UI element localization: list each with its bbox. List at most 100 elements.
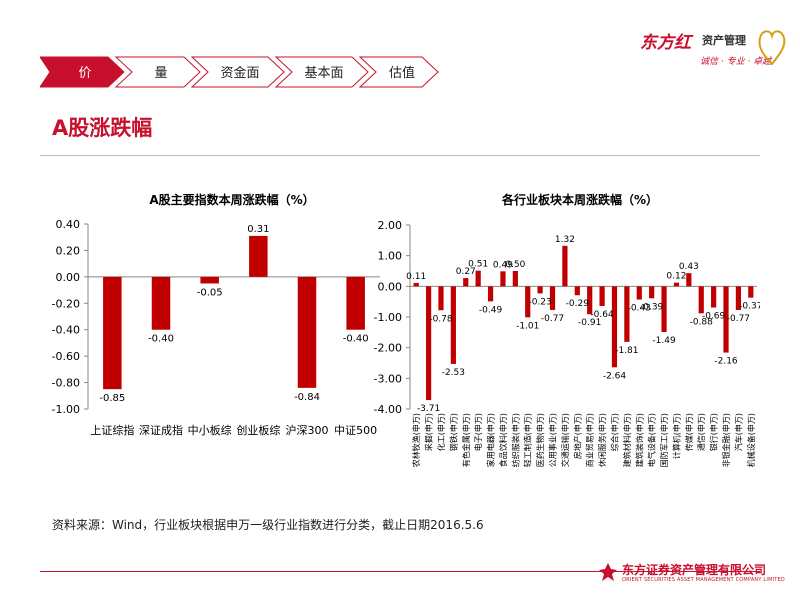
- bar: [574, 286, 580, 296]
- tab-fundamentals[interactable]: 基本面: [274, 56, 369, 88]
- category-label: 国防军工(申万): [659, 413, 669, 467]
- industry-return-chart: 各行业板块本周涨跌幅（%） 2.00 1.00 0.00 -1.00 -2.00 -3.0…: [374, 192, 760, 467]
- bar: [748, 286, 754, 298]
- category-label: 建筑材料(申万): [622, 413, 632, 467]
- data-label: -1.49: [652, 336, 676, 346]
- data-label: 0.50: [505, 260, 525, 270]
- tab-price[interactable]: 价: [40, 56, 125, 88]
- category-label: 休闲服务(申万): [597, 413, 607, 467]
- bar: [661, 286, 667, 333]
- bar: [297, 276, 317, 388]
- data-label: -0.40: [148, 334, 174, 345]
- data-label: -0.37: [739, 302, 760, 312]
- data-label: 0.51: [468, 260, 488, 270]
- bar: [425, 286, 432, 401]
- data-label: 0.12: [666, 272, 686, 282]
- y-tick-label: 0.20: [56, 244, 81, 257]
- tab-capital[interactable]: 资金面: [190, 56, 285, 88]
- category-label: 交通运输(申万): [560, 413, 570, 467]
- y-tick-label: -2.00: [374, 342, 402, 355]
- data-label: 1.32: [555, 235, 575, 245]
- y-tick-label: 0.00: [56, 271, 81, 284]
- tab-capital-label: 资金面: [220, 65, 259, 81]
- y-tick-label: 0.00: [378, 280, 403, 293]
- nav-tabs: 价 量 资金面 基本面 估值: [40, 56, 439, 88]
- bar: [200, 276, 219, 284]
- category-label: 电气设备(申万): [647, 413, 657, 467]
- bar: [475, 270, 481, 287]
- bar: [249, 235, 268, 277]
- data-label: -0.78: [429, 314, 453, 324]
- data-label: -0.43: [628, 304, 651, 314]
- tab-volume-label: 量: [154, 66, 167, 81]
- bar: [599, 286, 605, 306]
- bar: [723, 286, 729, 353]
- data-label: -1.01: [516, 321, 539, 331]
- data-label: -2.64: [603, 371, 627, 381]
- y-tick-label: -3.00: [374, 372, 402, 385]
- data-label: -0.85: [99, 393, 125, 404]
- bar: [346, 276, 365, 330]
- category-label: 深证成指: [139, 423, 183, 437]
- footer-company-name: 东方证券资产管理有限公司: [622, 563, 767, 577]
- category-label: 农林牧渔(申万): [411, 413, 421, 467]
- category-label: 综合(申万): [609, 413, 619, 451]
- category-label: 银行(申万): [709, 413, 719, 451]
- data-label: 0.11: [406, 272, 426, 282]
- y-tick-label: -4.00: [374, 403, 402, 416]
- data-label: -3.71: [417, 404, 440, 414]
- bar: [413, 282, 419, 287]
- data-label: -2.16: [714, 357, 738, 367]
- data-label: -0.64: [590, 310, 614, 320]
- category-label: 房地产(申万): [572, 413, 582, 459]
- bar: [450, 286, 456, 364]
- category-label: 纺织服装(申万): [510, 413, 520, 467]
- bar: [463, 278, 469, 287]
- category-label: 上证综指: [90, 423, 134, 437]
- company-mark-icon: [599, 563, 617, 581]
- bar: [103, 276, 122, 390]
- bar: [611, 286, 618, 368]
- category-label: 建筑装饰(申万): [634, 413, 644, 467]
- data-label: -0.91: [578, 318, 601, 328]
- y-tick-label: -0.40: [52, 324, 80, 337]
- data-label: -0.84: [294, 392, 320, 403]
- category-label: 中证500: [334, 424, 377, 437]
- footer-divider: [40, 571, 760, 572]
- category-label: 电子(申万): [473, 413, 483, 451]
- data-label: -0.77: [727, 314, 750, 324]
- data-label: -1.81: [615, 346, 638, 356]
- tab-volume[interactable]: 量: [114, 56, 201, 88]
- bar: [438, 286, 444, 311]
- source-note: 资料来源：Wind，行业板块根据申万一级行业指数进行分类，截止日期2016.5.…: [52, 518, 484, 532]
- category-label: 机械设备(申万): [746, 413, 756, 467]
- category-label: 钢铁(申万): [448, 413, 458, 451]
- category-label: 通信(申万): [696, 413, 706, 451]
- y-tick-label: -1.00: [52, 403, 80, 416]
- category-label: 创业板综: [236, 423, 280, 437]
- bar: [587, 286, 593, 315]
- y-tick-label: -0.80: [52, 377, 80, 390]
- bar: [624, 286, 630, 342]
- y-tick-label: 0.40: [56, 218, 81, 231]
- data-label: 0.43: [679, 262, 699, 272]
- category-label: 沪深300: [286, 423, 329, 437]
- bar: [525, 286, 531, 318]
- footer-logo: 东方证券资产管理有限公司 ORIENT SECURITIES ASSET MAN…: [598, 558, 788, 588]
- data-label: -0.05: [197, 287, 223, 298]
- y-tick-label: -1.00: [374, 311, 402, 324]
- bar: [537, 286, 543, 294]
- brand-logo-sub: 资产管理: [702, 34, 746, 47]
- category-label: 公用事业(申万): [548, 413, 558, 467]
- tab-valuation[interactable]: 估值: [358, 56, 439, 88]
- category-label: 传媒(申万): [684, 413, 694, 451]
- heart-icon: [758, 30, 786, 66]
- category-label: 商业贸易(申万): [585, 413, 595, 467]
- tab-fundamentals-label: 基本面: [304, 66, 343, 81]
- category-label: 汽车(申万): [733, 413, 743, 451]
- title-divider: [40, 155, 760, 156]
- y-tick-label: 2.00: [378, 219, 403, 232]
- bar: [698, 286, 704, 314]
- category-label: 计算机(申万): [671, 413, 681, 459]
- category-label: 化工(申万): [436, 413, 446, 451]
